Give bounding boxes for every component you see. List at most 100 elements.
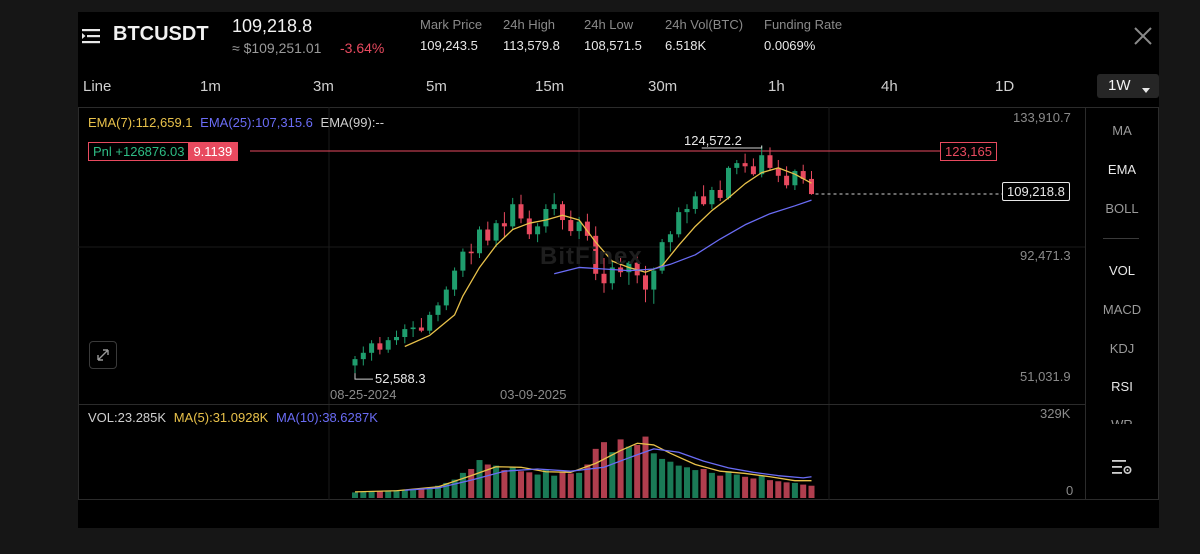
pnl-tag[interactable]: Pnl +126876.03 9.1139 [88,142,239,161]
candle [734,159,740,175]
candle [692,191,698,214]
tab-4h[interactable]: 4h [881,78,898,95]
volume-bar [601,442,607,498]
volume-bar [526,472,533,498]
tab-30m[interactable]: 30m [648,78,678,95]
tab-1d[interactable]: 1D [995,78,1015,95]
indicator-wr[interactable]: WR [1102,417,1142,424]
menu-icon[interactable] [80,25,102,47]
candle [651,267,657,304]
candle-body [701,196,707,205]
volume-bar [352,492,358,498]
candle [709,186,715,209]
y-tick-bottom: 51,031.9 [1020,369,1071,384]
volume-bar [750,478,757,498]
exchange-watermark: BitFinex [540,243,643,270]
volume-bar [634,444,641,498]
volume-bar [592,448,599,498]
price-change: -3.64% [340,40,385,56]
candle-body [643,275,648,290]
candle [717,180,723,202]
indicator-kdj[interactable]: KDJ [1109,341,1135,356]
vol-y-tick-bottom: 0 [1066,483,1074,498]
candle [750,158,756,176]
indicator-vol[interactable]: VOL [1108,263,1135,278]
volume-bar [650,453,657,498]
tab-1m[interactable]: 1m [200,78,221,95]
candle [452,267,458,296]
candle-body [659,242,665,271]
volume-bar [360,491,367,498]
tab-3m[interactable]: 3m [313,78,334,95]
close-icon[interactable] [1133,26,1153,46]
volume-chart[interactable] [78,405,1085,500]
candle-body [792,171,798,186]
indicator-boll[interactable]: BOLL [1105,201,1139,216]
candle-body [784,175,790,186]
settings-list-icon[interactable] [1111,457,1133,477]
symbol-title[interactable]: BTCUSDT [113,23,209,45]
stat-value-24h-high: 113,579.8 [503,38,560,53]
ema-legend: EMA(7):112,659.1 EMA(25):107,315.6 EMA(9… [88,115,384,130]
candle-body [800,171,806,179]
candle-body [667,234,673,243]
stat-label-24h-high: 24h High [503,17,556,32]
candle-body [676,212,682,235]
last-price: 109,218.8 [232,16,313,36]
candle [352,355,358,374]
tab-15m[interactable]: 15m [535,78,565,95]
vol-ma10-legend: MA(10):38.6287K [275,410,378,425]
candle-body [493,223,499,241]
candle-body [501,223,507,227]
candle-body [526,218,532,235]
indicator-macd[interactable]: MACD [1102,302,1142,317]
candle-body [742,163,748,167]
volume-bar [410,489,417,498]
volume-bar [700,468,707,498]
candle-body [377,343,383,350]
pnl-value: Pnl +126876.03 [93,144,185,159]
candle [767,147,773,172]
price-chart[interactable] [78,107,1085,404]
candle [584,213,590,241]
candle-body [369,343,375,353]
candle-body [767,155,773,168]
timeframe-select-value: 1W [1108,77,1131,94]
ema7-legend: EMA(7):112,659.1 [88,115,193,130]
volume-bar [418,488,425,498]
volume-bar [758,475,765,498]
candle [526,210,532,240]
candle-body [551,204,557,209]
indicator-rsi[interactable]: RSI [1111,379,1133,394]
low-price-label: 52,588.3 [375,371,426,386]
volume-bar [675,465,682,498]
tab-line[interactable]: Line [83,78,112,95]
volume-bar [584,464,591,498]
expand-icon[interactable] [89,341,117,369]
tab-1h[interactable]: 1h [768,78,785,95]
tab-5m[interactable]: 5m [426,78,447,95]
candle [701,185,707,206]
candle [369,340,375,361]
indicator-ema[interactable]: EMA [1107,162,1137,177]
candle-body [593,235,599,274]
timeframe-select[interactable]: 1W [1097,74,1159,98]
vol-legend: VOL:23.285K [88,410,167,425]
indicator-ma[interactable]: MA [1112,123,1132,138]
volume-bar [791,482,798,498]
candle-body [452,270,458,290]
low-marker-line [354,373,373,380]
candle-body [717,190,723,198]
current-price-tag: 109,218.8 [1002,182,1070,201]
volume-bar [692,470,699,498]
high-marker-line [701,145,763,149]
candle [468,243,474,265]
candle [485,221,491,246]
volume-bar [576,472,583,498]
candle [784,166,790,189]
candle-body [460,251,466,271]
vol-ma10-line [404,448,812,491]
candle [435,302,441,322]
app-window: BTCUSDT 109,218.8 ≈ $109,251.01 -3.64% M… [78,12,1159,528]
vol-ma5-line [354,442,812,493]
